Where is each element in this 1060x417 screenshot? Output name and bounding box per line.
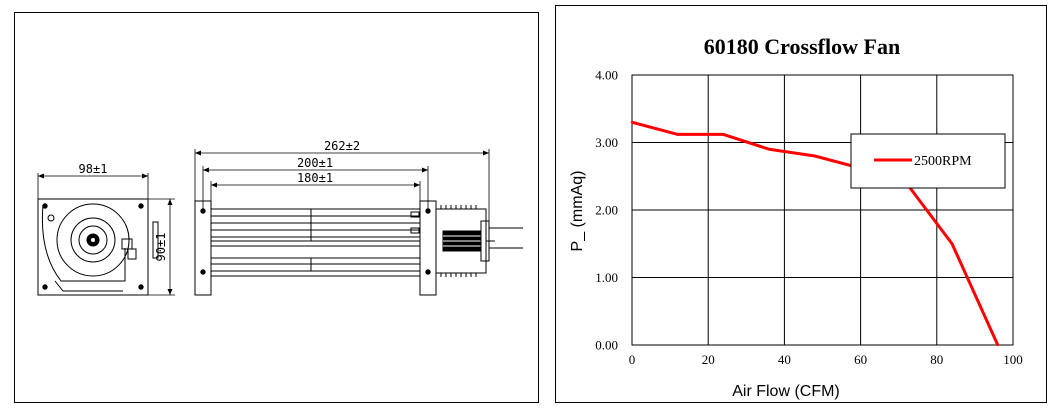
- technical-drawing-panel: 98±1 90±1 262±2 200±1 180±1: [14, 12, 539, 403]
- data-point: [722, 133, 725, 136]
- chart-legend: 2500RPM: [850, 133, 1006, 189]
- x-tick-label: 0: [629, 352, 636, 367]
- dim-rotor-length: 180±1: [297, 171, 333, 185]
- data-point: [950, 242, 954, 245]
- x-axis-label: Air Flow (CFM): [732, 383, 840, 400]
- x-tick-label: 20: [702, 352, 715, 367]
- y-axis-label: P_ (mmAq): [569, 171, 586, 252]
- data-point: [996, 343, 999, 347]
- x-tick-label: 100: [1003, 352, 1023, 367]
- scroll-housing: [41, 204, 126, 282]
- x-tick-label: 80: [930, 352, 943, 367]
- front-view: [194, 200, 523, 296]
- rotor-upper: [210, 208, 421, 242]
- data-point: [630, 121, 634, 124]
- data-point: [767, 148, 771, 151]
- y-tick-label: 3.00: [595, 135, 618, 150]
- performance-chart-panel: 60180 Crossflow Fan 0 20 40 60 80 100 0.00 1.00…: [555, 5, 1047, 403]
- motor-outline: [70, 217, 116, 263]
- legend-label-2500rpm: 2500RPM: [914, 154, 972, 169]
- data-point: [676, 133, 679, 136]
- y-tick-label: 4.00: [595, 68, 618, 83]
- side-view: [37, 198, 159, 296]
- legend-box: [850, 133, 1006, 189]
- pressure-flow-chart: 60180 Crossflow Fan 0 20 40 60 80 100 0.00 1.00…: [569, 34, 1023, 400]
- y-tick-label: 0.00: [595, 338, 618, 353]
- dim-height-side: 90±1: [154, 233, 168, 262]
- impeller-outline: [56, 203, 130, 277]
- x-tick-label: 40: [778, 352, 791, 367]
- dim-overall-length: 262±2: [324, 139, 360, 153]
- x-tick-label: 60: [854, 352, 867, 367]
- dim-mount-spacing: 200±1: [297, 156, 333, 170]
- data-point: [813, 154, 817, 158]
- left-mount-plate: [194, 200, 212, 296]
- y-tick-label: 2.00: [595, 203, 618, 218]
- side-view-housing: [37, 198, 149, 296]
- chart-title: 60180 Crossflow Fan: [704, 34, 900, 59]
- right-mount-plate: [419, 200, 437, 296]
- y-tick-label: 1.00: [595, 270, 618, 285]
- fan-dimension-drawing: 98±1 90±1 262±2 200±1 180±1: [37, 139, 523, 296]
- dim-width-side: 98±1: [79, 162, 108, 176]
